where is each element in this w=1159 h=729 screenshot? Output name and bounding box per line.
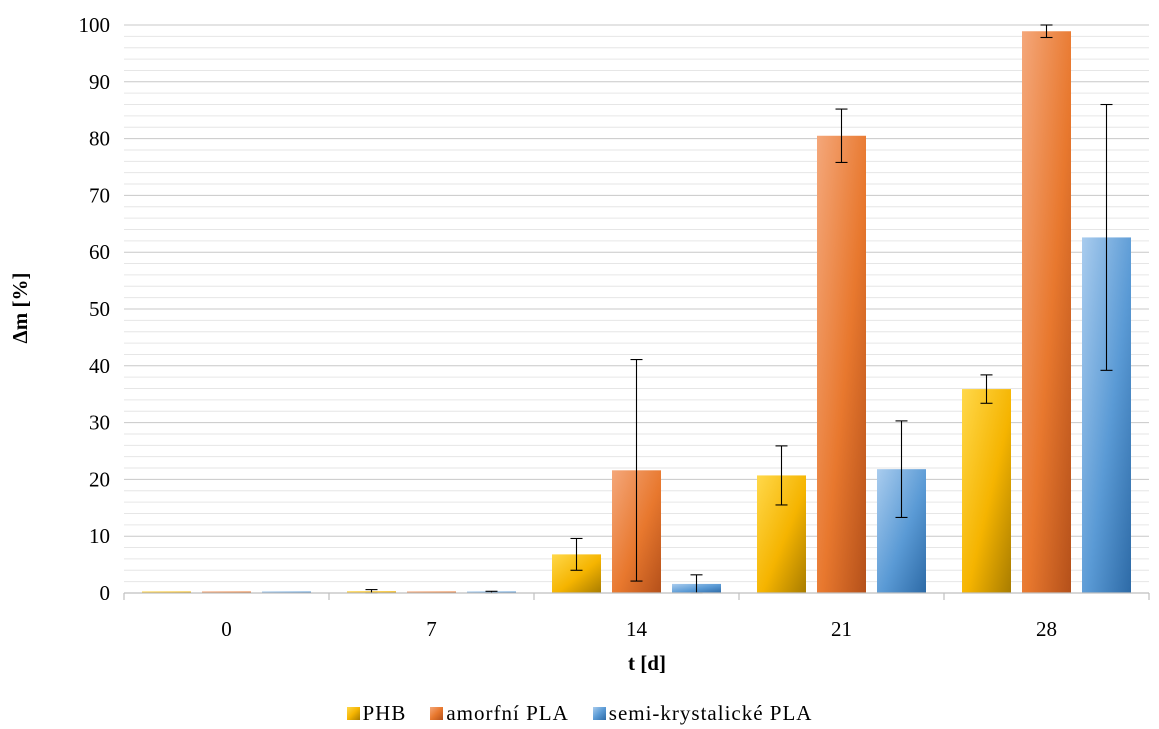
legend: PHB amorfní PLA semi-krystalické PLA — [0, 700, 1159, 726]
legend-item: semi-krystalické PLA — [592, 700, 813, 726]
bar — [817, 135, 866, 593]
x-tick-label: 0 — [221, 617, 232, 641]
bar — [142, 591, 191, 593]
y-tick-label: 100 — [79, 13, 111, 37]
y-tick-label: 50 — [89, 297, 110, 321]
y-tick-label: 80 — [89, 127, 110, 151]
x-tick-label: 14 — [626, 617, 648, 641]
x-tick-label: 21 — [831, 617, 852, 641]
y-tick-label: 40 — [89, 354, 110, 378]
y-tick-label: 60 — [89, 240, 110, 264]
y-tick-label: 70 — [89, 183, 110, 207]
tick-labels: 0 10 20 30 40 50 60 70 80 90 100 0 7 14 21 28 — [79, 13, 1058, 641]
bar — [202, 591, 251, 593]
y-tick-label: 20 — [89, 467, 110, 491]
bar — [962, 389, 1011, 593]
y-tick-label: 30 — [89, 411, 110, 435]
axes — [123, 592, 1150, 600]
legend-item: amorfní PLA — [430, 701, 568, 726]
bar — [407, 591, 456, 593]
legend-swatch — [430, 706, 444, 720]
y-tick-label: 0 — [100, 581, 111, 605]
legend-label: amorfní PLA — [446, 700, 569, 725]
y-tick-label: 90 — [89, 70, 110, 94]
x-axis-title: t [d] — [628, 651, 666, 675]
bar-chart: 0 10 20 30 40 50 60 70 80 90 100 0 7 14 21 28 t [d] Δm … — [8, 13, 1150, 675]
legend-swatch — [592, 706, 606, 720]
bar — [262, 591, 311, 593]
bar — [1022, 31, 1071, 594]
legend-swatch — [346, 706, 360, 720]
legend-label: PHB — [362, 700, 407, 725]
y-axis-title: Δm [%] — [8, 273, 32, 344]
x-tick-label: 28 — [1036, 617, 1057, 641]
y-tick-label: 10 — [89, 524, 110, 548]
x-tick-label: 7 — [426, 617, 437, 641]
legend-label: semi-krystalické PLA — [608, 700, 813, 725]
legend-item: PHB — [346, 700, 407, 726]
